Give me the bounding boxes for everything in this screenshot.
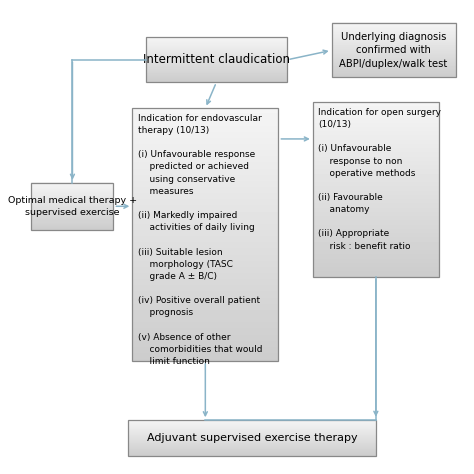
Text: Intermittent claudication: Intermittent claudication xyxy=(143,53,290,66)
Text: Underlying diagnosis
confirmed with
ABPI/duplex/walk test: Underlying diagnosis confirmed with ABPI… xyxy=(339,32,448,69)
Text: Indication for open surgery
(10/13)

(i) Unfavourable
    response to non
    op: Indication for open surgery (10/13) (i) … xyxy=(318,108,441,251)
Bar xyxy=(313,102,439,277)
Text: Adjuvant supervised exercise therapy: Adjuvant supervised exercise therapy xyxy=(146,433,357,443)
Text: Optimal medical therapy +
supervised exercise: Optimal medical therapy + supervised exe… xyxy=(8,196,137,217)
Text: Indication for endovascular
therapy (10/13)

(i) Unfavourable response
    predi: Indication for endovascular therapy (10/… xyxy=(137,114,262,366)
Bar xyxy=(331,23,456,77)
Bar xyxy=(31,182,113,230)
Bar xyxy=(132,108,278,361)
Bar xyxy=(128,420,376,456)
Bar xyxy=(146,37,287,82)
